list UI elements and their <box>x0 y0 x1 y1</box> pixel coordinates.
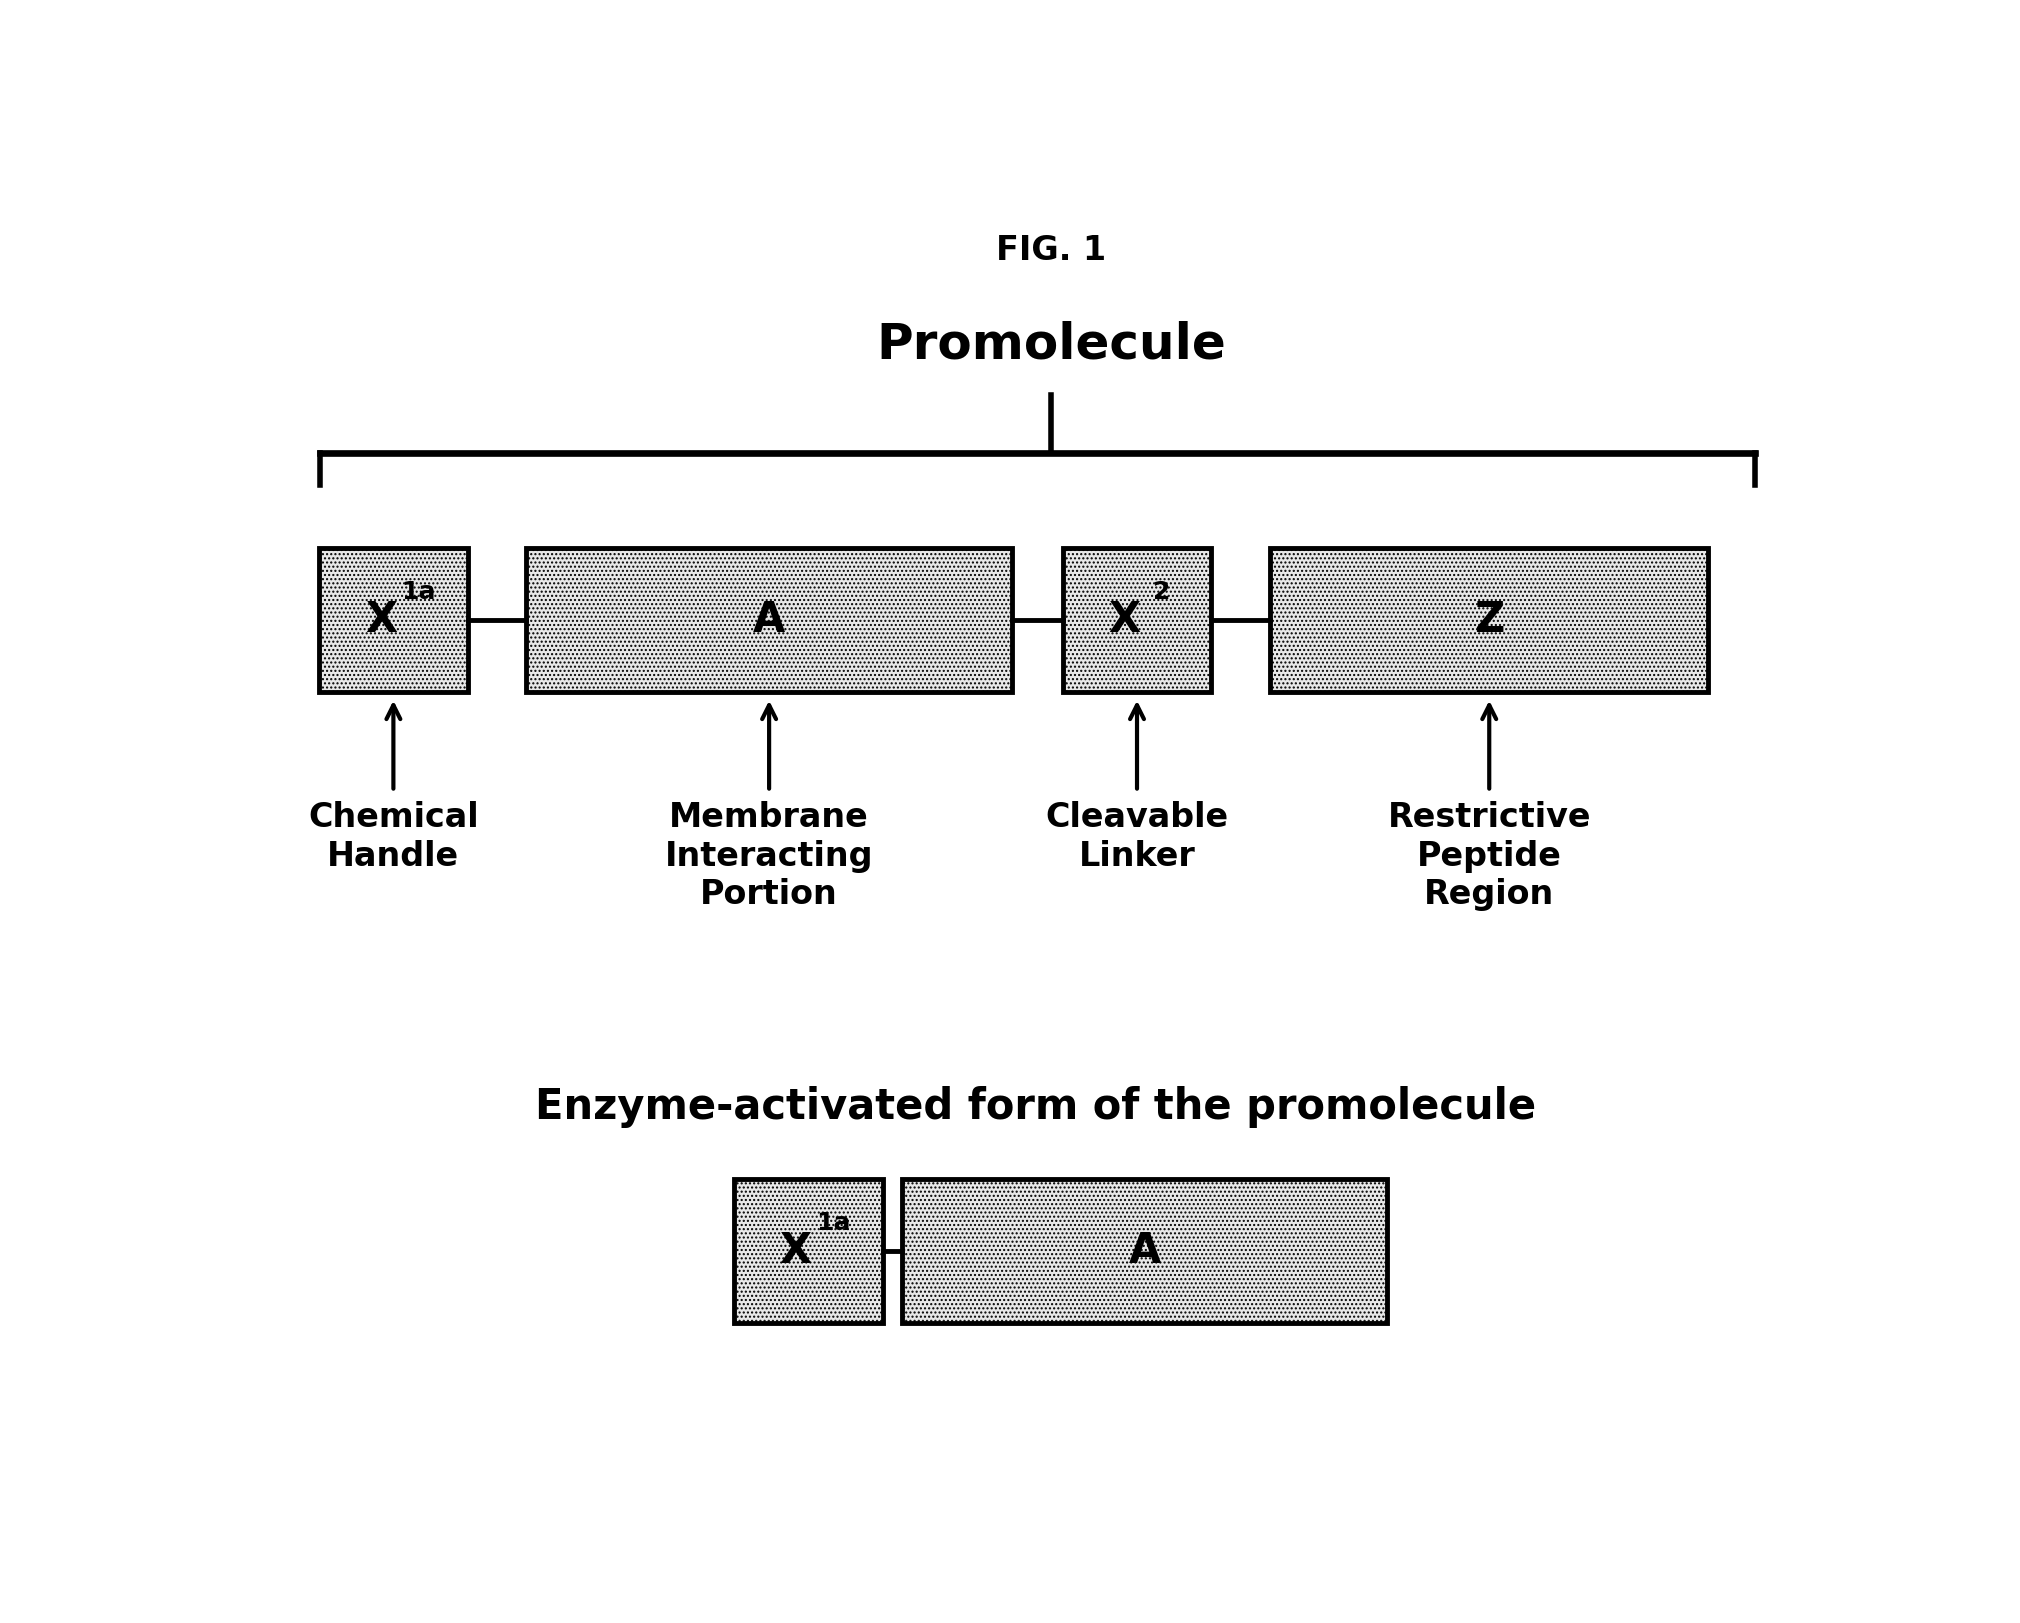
Bar <box>527 549 1012 691</box>
Text: 2: 2 <box>1153 579 1172 604</box>
Text: A: A <box>753 599 786 641</box>
Bar <box>319 549 469 691</box>
Bar <box>1063 549 1212 691</box>
Text: X: X <box>1109 599 1141 641</box>
Text: FIG. 1: FIG. 1 <box>996 234 1107 268</box>
Text: X: X <box>366 599 398 641</box>
Bar <box>903 1178 1388 1323</box>
Bar <box>733 1178 883 1323</box>
Text: Restrictive
Peptide
Region: Restrictive Peptide Region <box>1388 802 1592 911</box>
Text: 1a: 1a <box>816 1211 850 1235</box>
Text: Cleavable
Linker: Cleavable Linker <box>1046 802 1228 873</box>
Text: 1a: 1a <box>402 579 436 604</box>
Text: Chemical
Handle: Chemical Handle <box>309 802 479 873</box>
Text: A: A <box>1129 1230 1161 1272</box>
Text: Enzyme-activated form of the promolecule: Enzyme-activated form of the promolecule <box>535 1086 1535 1128</box>
Text: X: X <box>780 1230 812 1272</box>
Bar <box>1271 549 1709 691</box>
Text: Z: Z <box>1475 599 1505 641</box>
Text: Promolecule: Promolecule <box>877 321 1226 368</box>
Text: Membrane
Interacting
Portion: Membrane Interacting Portion <box>665 802 873 911</box>
